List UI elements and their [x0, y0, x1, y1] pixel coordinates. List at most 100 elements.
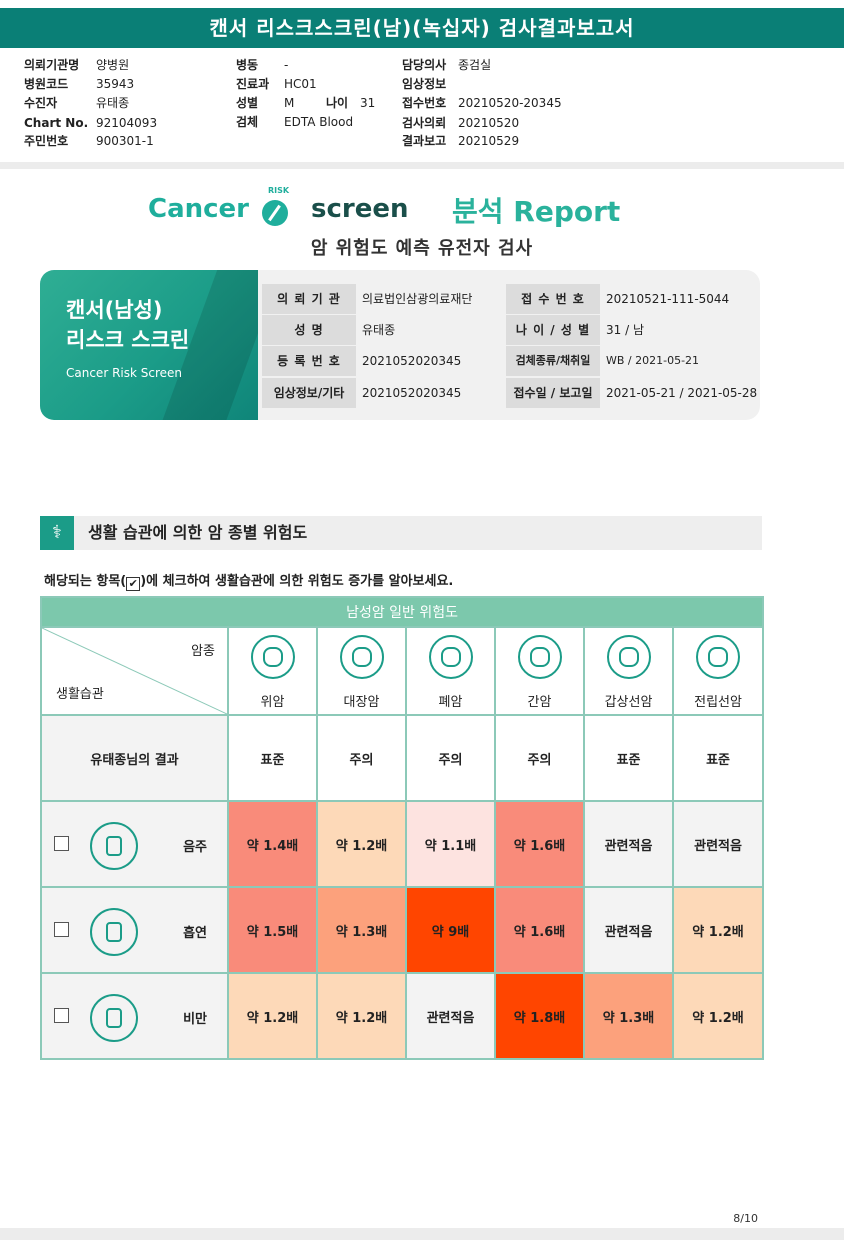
report-title-bar: 캔서 리스크스크린(남)(녹십자) 검사결과보고서 — [0, 8, 844, 48]
grid-value: 2021052020345 — [362, 354, 462, 368]
result-label: 유태종님의 결과 — [40, 714, 229, 802]
risk-cell: 약 1.6배 — [494, 800, 585, 888]
section-divider — [0, 162, 844, 169]
cancer-stomach: 위암 — [227, 626, 318, 716]
liver-icon — [517, 635, 562, 679]
info-chart-no: Chart No. 92104093 — [24, 116, 158, 130]
brand-cancer: Cancer — [148, 194, 250, 224]
note-text-after: )에 체크하여 생활습관에 의한 위험도 증가를 알아보세요. — [140, 574, 454, 589]
page-number: 8/10 — [733, 1212, 758, 1225]
grid-label: 등 록 번 호 — [262, 346, 356, 376]
habit-name: 음주 — [183, 840, 207, 855]
card-subtitle: Cancer Risk Screen — [66, 366, 183, 380]
result-cell: 주의 — [316, 714, 407, 802]
report-title: 캔서 리스크스크린(남)(녹십자) 검사결과보고서 — [209, 16, 635, 40]
info-age: 나이 31 — [326, 96, 376, 110]
habit-name: 흡연 — [183, 926, 207, 941]
risk-table: 남성암 일반 위험도 암종 생활습관 위암 대장암 폐암 간암 갑상선암 전립선… — [39, 596, 765, 1060]
brand-risk: RISK — [268, 186, 290, 195]
grid-value: 31 / 남 — [606, 323, 644, 337]
result-cell: 표준 — [583, 714, 674, 802]
cancer-prostate: 전립선암 — [671, 626, 765, 716]
info-specimen: 검체 EDTA Blood — [236, 115, 354, 129]
colon-icon — [339, 635, 384, 679]
corner-diagonal — [42, 628, 227, 714]
result-cell: 주의 — [494, 714, 585, 802]
info-sex: 성별 M — [236, 96, 295, 110]
info-resident-no: 주민번호 900301-1 — [24, 134, 154, 148]
brand-screen: screen — [311, 194, 409, 224]
risk-cell: 약 1.2배 — [316, 972, 407, 1060]
risk-cell: 약 1.5배 — [227, 886, 318, 974]
risk-cell: 관련적음 — [583, 886, 674, 974]
info-patient-name: 수진자 유태종 — [24, 96, 130, 110]
grid-label: 검체종류/채취일 — [506, 346, 600, 376]
info-receipt-no: 접수번호 20210520-20345 — [402, 96, 562, 110]
info-ward: 병동 - — [236, 58, 289, 72]
brand-report: 분석 Report — [452, 195, 621, 228]
cancer-liver: 간암 — [494, 626, 585, 716]
risk-cell: 약 1.3배 — [316, 886, 407, 974]
grid-label: 접 수 번 호 — [506, 284, 600, 314]
info-clinical: 임상정보 — [402, 77, 447, 91]
stomach-icon — [250, 635, 295, 679]
result-cell: 표준 — [227, 714, 318, 802]
result-cell: 표준 — [671, 714, 765, 802]
grid-value: 유태종 — [362, 323, 396, 337]
cancer-colon: 대장암 — [316, 626, 407, 716]
card-title-1: 캔서(남성) — [66, 298, 163, 322]
corner-cancer-type: 암종 — [191, 644, 215, 659]
risk-cell: 관련적음 — [583, 800, 674, 888]
report-info-grid: 의 뢰 기 관 의료법인삼광의료재단 접 수 번 호 20210521-111-… — [258, 270, 760, 420]
habit-checkbox-smoking[interactable] — [54, 922, 69, 937]
risk-cell: 약 1.6배 — [494, 886, 585, 974]
thyroid-icon — [606, 635, 651, 679]
risk-cell: 약 1.2배 — [227, 972, 318, 1060]
section-title: 생활 습관에 의한 암 종별 위험도 — [88, 523, 308, 542]
risk-cell: 약 1.3배 — [583, 972, 674, 1060]
risk-cell: 약 1.2배 — [316, 800, 407, 888]
grid-value: 2021052020345 — [362, 386, 462, 400]
info-hospital-code: 병원코드 35943 — [24, 77, 135, 91]
lung-icon — [428, 635, 473, 679]
risk-cell: 약 9배 — [405, 886, 496, 974]
risk-cell: 약 1.4배 — [227, 800, 318, 888]
note-text-before: 해당되는 항목( — [44, 574, 127, 589]
alcohol-icon — [90, 822, 138, 870]
grid-label: 나 이 / 성 별 — [506, 315, 600, 345]
cigarette-icon — [90, 908, 138, 956]
risk-cell: 약 1.2배 — [671, 972, 765, 1060]
grid-value: 20210521-111-5044 — [606, 292, 730, 306]
habit-name: 비만 — [183, 1012, 207, 1027]
habit-obesity: 비만 — [40, 972, 229, 1060]
habit-drinking: 음주 — [40, 800, 229, 888]
section-header: ⚕ 생활 습관에 의한 암 종별 위험도 — [40, 516, 762, 550]
info-report-date: 결과보고 20210529 — [402, 134, 520, 148]
grid-value: 2021-05-21 / 2021-05-28 — [606, 386, 758, 400]
person-icon — [90, 994, 138, 1042]
cancer-thyroid: 갑상선암 — [583, 626, 674, 716]
risk-cell: 약 1.8배 — [494, 972, 585, 1060]
brand-logo-icon — [262, 200, 288, 226]
card-title-2: 리스크 스크린 — [66, 328, 190, 352]
instruction-note: 해당되는 항목(✔)에 체크하여 생활습관에 의한 위험도 증가를 알아보세요. — [44, 570, 453, 591]
brand-logo: Cancer RISK screen 분석 Report — [0, 186, 844, 232]
checkmark-icon: ✔ — [126, 577, 141, 591]
prostate-icon — [696, 635, 741, 679]
product-card: 캔서(남성) 리스크 스크린 Cancer Risk Screen — [40, 270, 258, 420]
info-referring-org: 의뢰기관명 양병원 — [24, 58, 130, 72]
report-subtitle: 암 위험도 예측 유전자 검사 — [310, 238, 534, 259]
risk-cell: 관련적음 — [405, 972, 496, 1060]
table-title: 남성암 일반 위험도 — [39, 596, 765, 628]
risk-cell: 약 1.2배 — [671, 886, 765, 974]
result-cell: 주의 — [405, 714, 496, 802]
habit-checkbox-drinking[interactable] — [54, 836, 69, 851]
info-department: 진료과 HC01 — [236, 77, 317, 91]
grid-value: 의료법인삼광의료재단 — [362, 292, 473, 306]
corner-habit: 생활습관 — [56, 687, 104, 702]
grid-label: 접수일 / 보고일 — [506, 378, 600, 408]
bottom-bar — [0, 1228, 844, 1240]
habit-checkbox-obesity[interactable] — [54, 1008, 69, 1023]
habit-smoking: 흡연 — [40, 886, 229, 974]
grid-label: 임상정보/기타 — [262, 378, 356, 408]
